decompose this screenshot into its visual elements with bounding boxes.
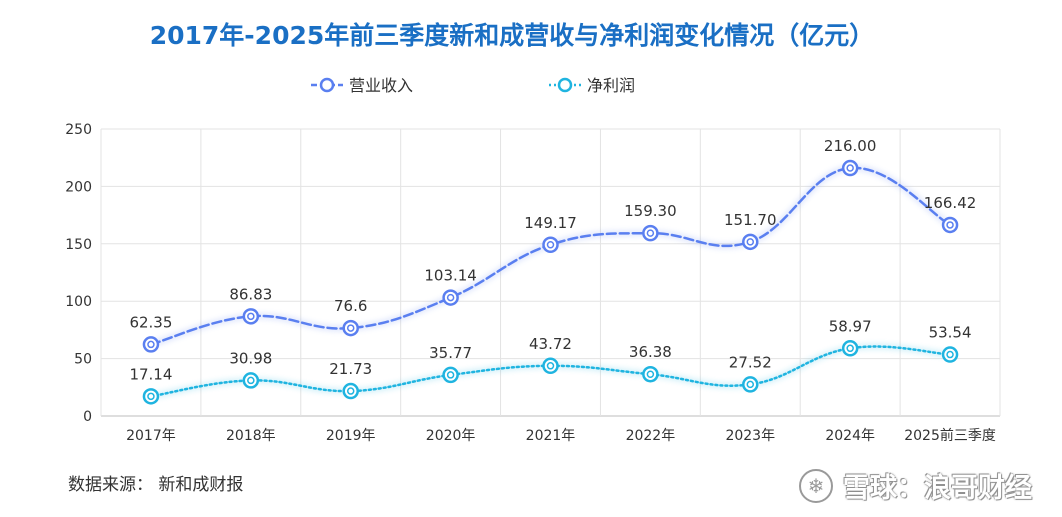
series-revenue-point-core	[746, 238, 755, 246]
series-profit-point-core	[946, 350, 954, 359]
x-tick-label: 2024年	[825, 428, 875, 444]
series-profit-point-core	[546, 362, 555, 370]
data-label-revenue: 166.42	[924, 194, 977, 212]
series-revenue-point-core	[946, 221, 954, 229]
series-revenue-point-core	[147, 340, 155, 349]
watermark: ❄ 雪球：浪哥财经	[799, 466, 1032, 505]
x-tick-label: 2018年	[226, 428, 276, 444]
series-revenue-point-core	[446, 293, 455, 302]
grid: 0 50 100 150 200 250 2017年 2018年 2019年 2020年 2021年…	[65, 122, 1001, 444]
x-tick-label: 2022年	[626, 428, 676, 444]
legend-item-revenue[interactable]: 营业收入	[311, 76, 413, 95]
x-tick-label: 2020年	[426, 428, 476, 444]
data-labels: 62.35 86.83 76.6 103.14 149.17 159.30 151.70 21…	[129, 137, 976, 383]
data-label-revenue: 103.14	[424, 267, 477, 285]
series-revenue-point-core	[346, 324, 355, 332]
y-tick-label: 200	[65, 179, 92, 195]
chart-title: 2017年-2025年前三季度新和成营收与净利润变化情况（亿元）	[150, 21, 875, 50]
series-profit-line	[149, 345, 952, 398]
watermark-text: 雪球：浪哥财经	[843, 473, 1032, 504]
series-profit-point-core	[646, 370, 655, 378]
snowball-logo-icon: ❄	[799, 468, 833, 503]
data-label-revenue: 86.83	[229, 285, 272, 303]
series-profit-point-core	[446, 371, 455, 379]
legend-label-revenue: 营业收入	[349, 76, 413, 95]
data-label-profit: 17.14	[129, 365, 172, 383]
series-profit-point-core	[247, 376, 255, 385]
y-tick-label: 0	[83, 409, 92, 425]
data-label-profit: 35.77	[429, 344, 472, 362]
y-tick-label: 100	[65, 294, 92, 310]
x-tick-label: 2025前三季度	[904, 427, 996, 444]
data-label-revenue: 216.00	[824, 137, 877, 155]
series-profit-point-core	[147, 392, 155, 401]
data-label-profit: 43.72	[529, 335, 572, 353]
series-layer	[142, 159, 959, 405]
data-label-profit: 30.98	[229, 349, 272, 367]
data-label-revenue: 151.70	[724, 211, 777, 229]
x-tick-label: 2019年	[326, 428, 376, 444]
data-label-revenue: 76.6	[334, 297, 367, 315]
series-revenue-point-core	[646, 229, 655, 237]
legend: 营业收入 净利润	[311, 76, 635, 95]
y-tick-label: 50	[74, 352, 92, 368]
series-profit-point-core	[346, 387, 355, 395]
source-note: 数据来源： 新和成财报	[68, 475, 244, 495]
series-profit-point-core	[846, 344, 854, 353]
legend-marker-profit	[557, 77, 573, 93]
y-tick-label: 250	[65, 122, 92, 138]
y-tick-label: 150	[65, 237, 92, 253]
data-label-revenue: 159.30	[624, 202, 677, 220]
x-tick-label: 2021年	[526, 428, 576, 444]
data-label-profit: 27.52	[729, 353, 772, 371]
legend-item-profit[interactable]: 净利润	[549, 76, 635, 95]
series-revenue-point-core	[846, 164, 854, 172]
data-label-profit: 58.97	[829, 317, 872, 335]
series-revenue-point-core	[247, 312, 255, 321]
legend-label-profit: 净利润	[587, 76, 635, 95]
data-label-revenue: 149.17	[524, 214, 577, 232]
series-profit-point-core	[746, 380, 755, 389]
data-label-revenue: 62.35	[129, 313, 172, 331]
x-tick-label: 2023年	[725, 428, 775, 444]
data-label-profit: 36.38	[629, 343, 672, 361]
x-tick-label: 2017年	[126, 428, 176, 444]
series-revenue-point-core	[546, 241, 555, 249]
data-label-profit: 21.73	[329, 360, 372, 378]
legend-marker-revenue	[319, 77, 335, 93]
data-label-profit: 53.54	[929, 324, 972, 342]
